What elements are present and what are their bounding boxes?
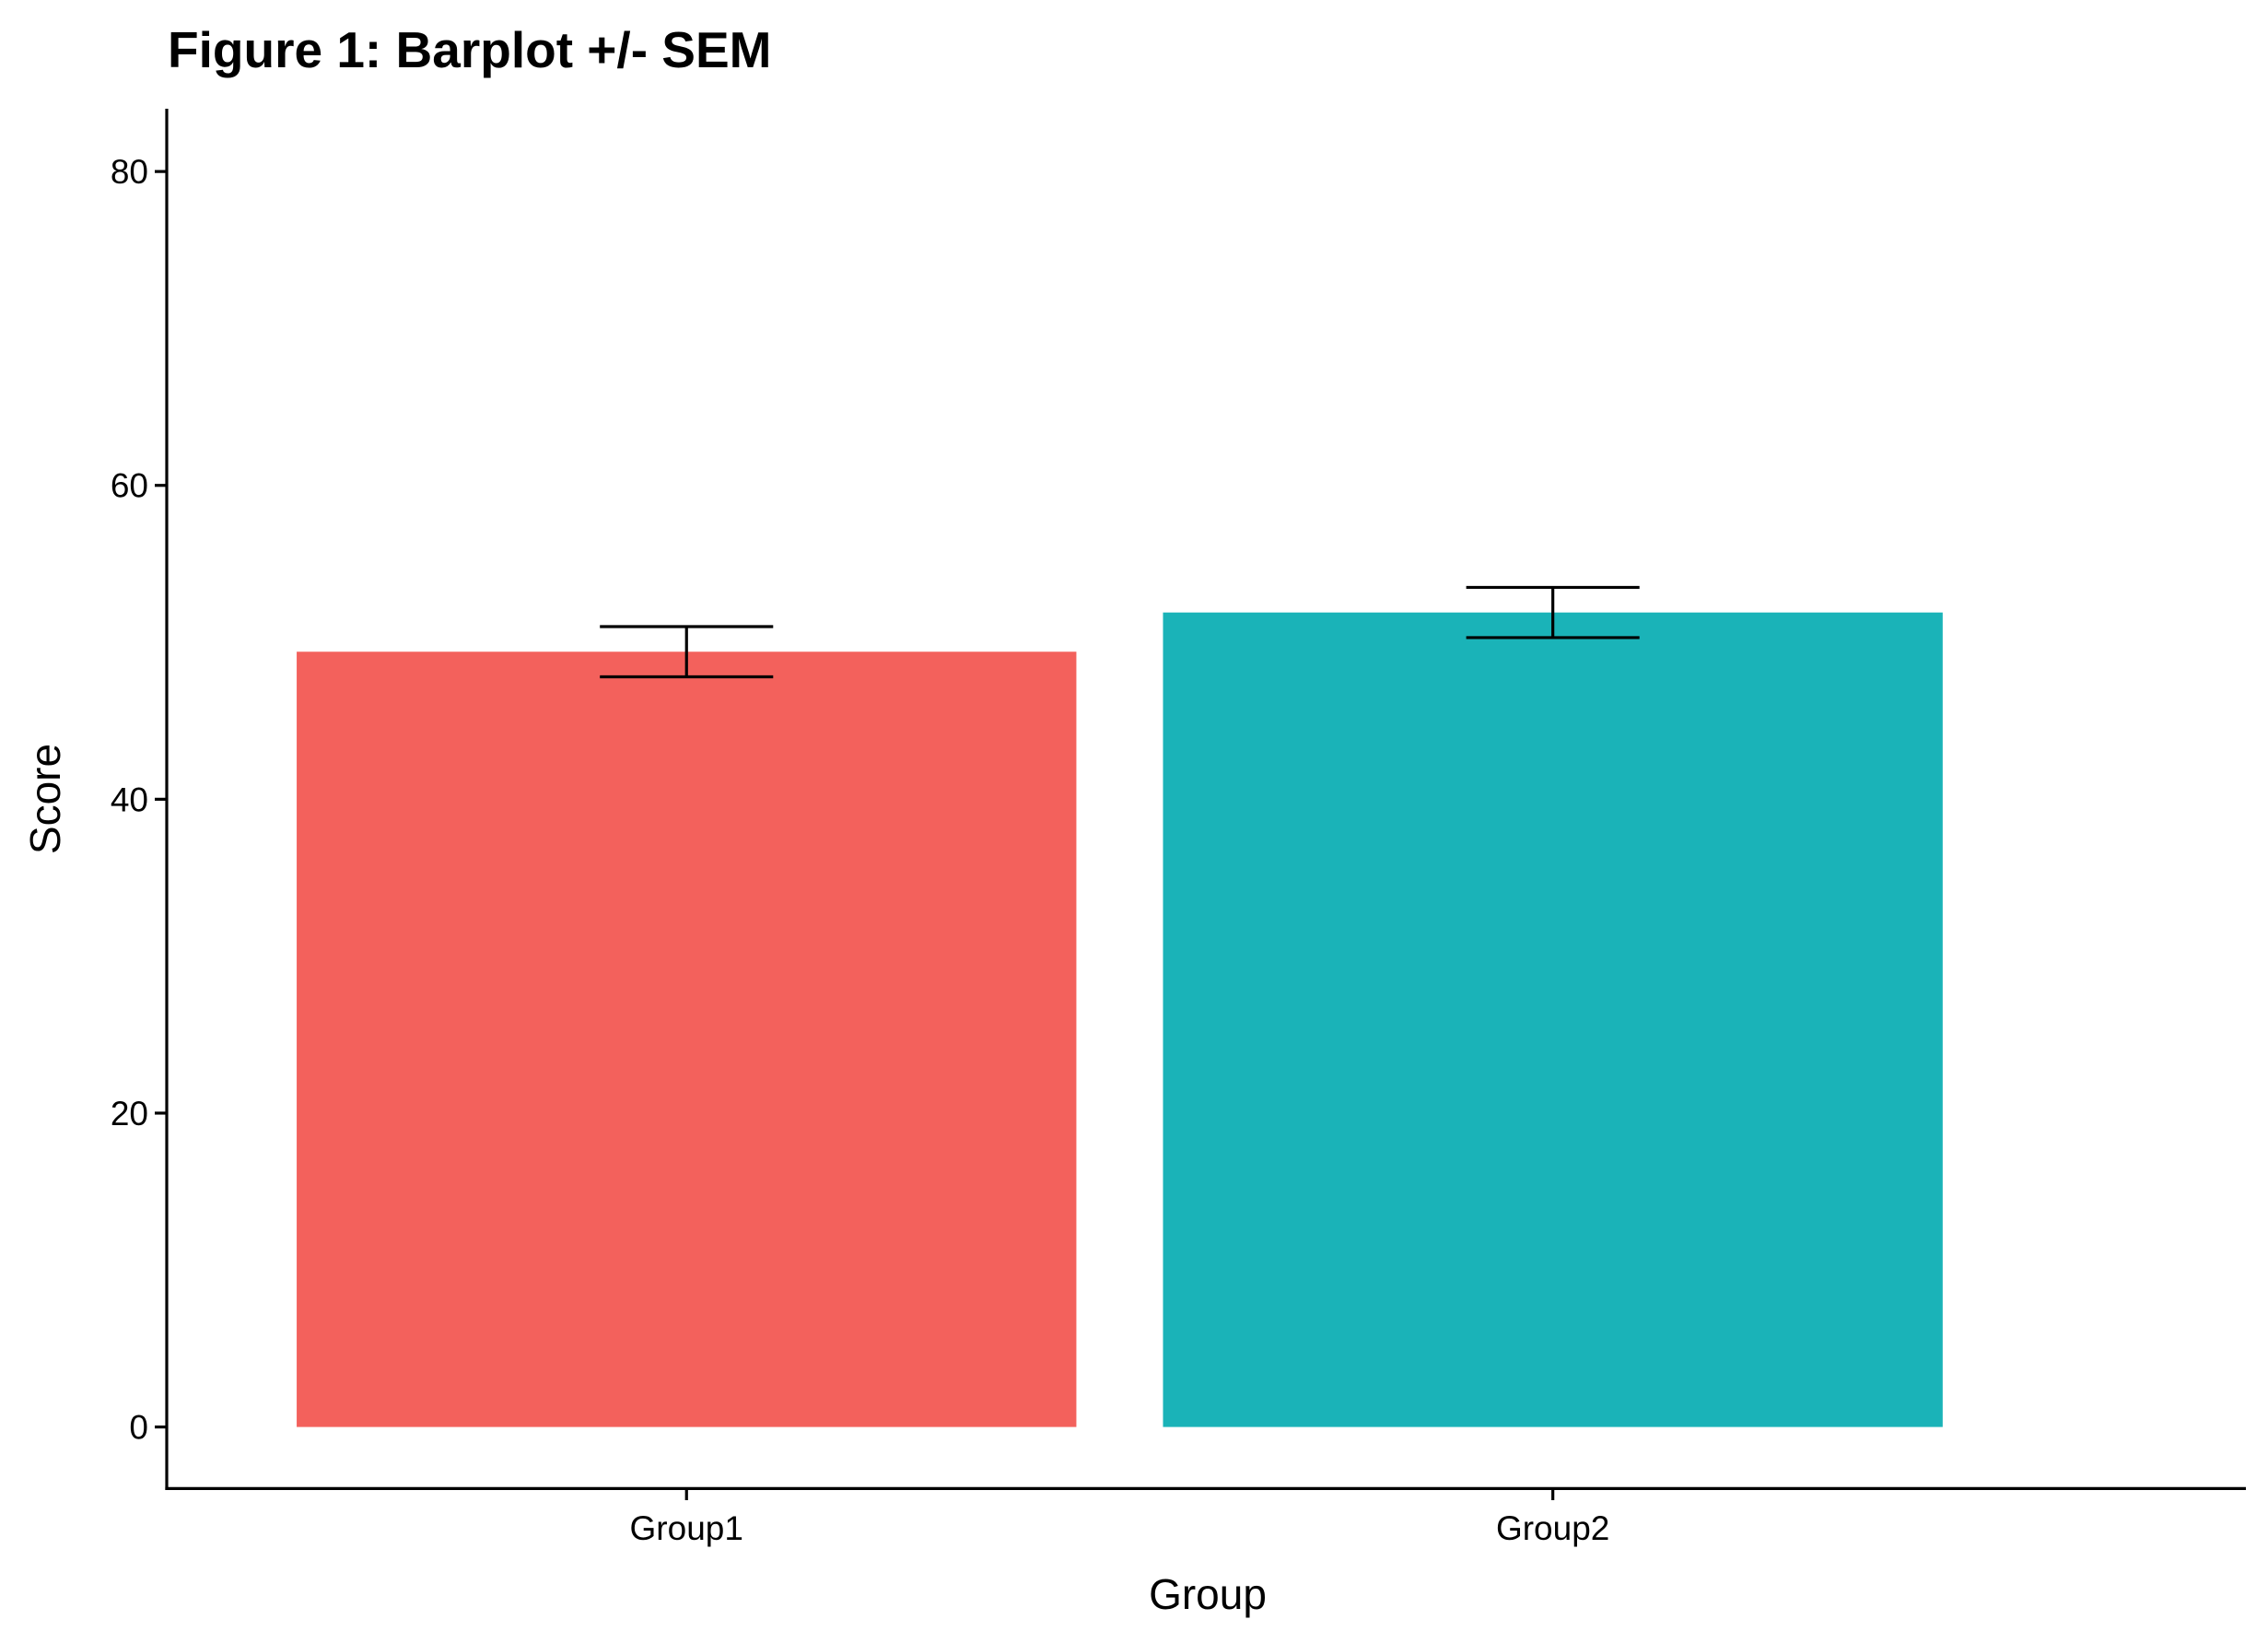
x-tick-label: Group2	[1496, 1509, 1609, 1547]
y-tick-label: 0	[129, 1409, 148, 1447]
bars	[297, 612, 1943, 1427]
chart-title: Figure 1: Barplot +/- SEM	[168, 21, 772, 78]
y-axis-title: Score	[21, 744, 69, 854]
bar-group2	[1163, 612, 1943, 1427]
y-tick-label: 80	[111, 153, 148, 191]
error-bars	[600, 585, 1640, 679]
y-tick-label: 60	[111, 467, 148, 505]
x-axis-title: Group	[1149, 1570, 1267, 1618]
x-tick-label: Group1	[630, 1509, 743, 1547]
bar-group1	[297, 651, 1077, 1427]
y-tick-label: 40	[111, 780, 148, 818]
x-axis-ticks: Group1 Group2	[630, 1488, 1609, 1547]
y-axis-ticks: 0 20 40 60 80	[111, 153, 167, 1447]
y-tick-label: 20	[111, 1095, 148, 1132]
